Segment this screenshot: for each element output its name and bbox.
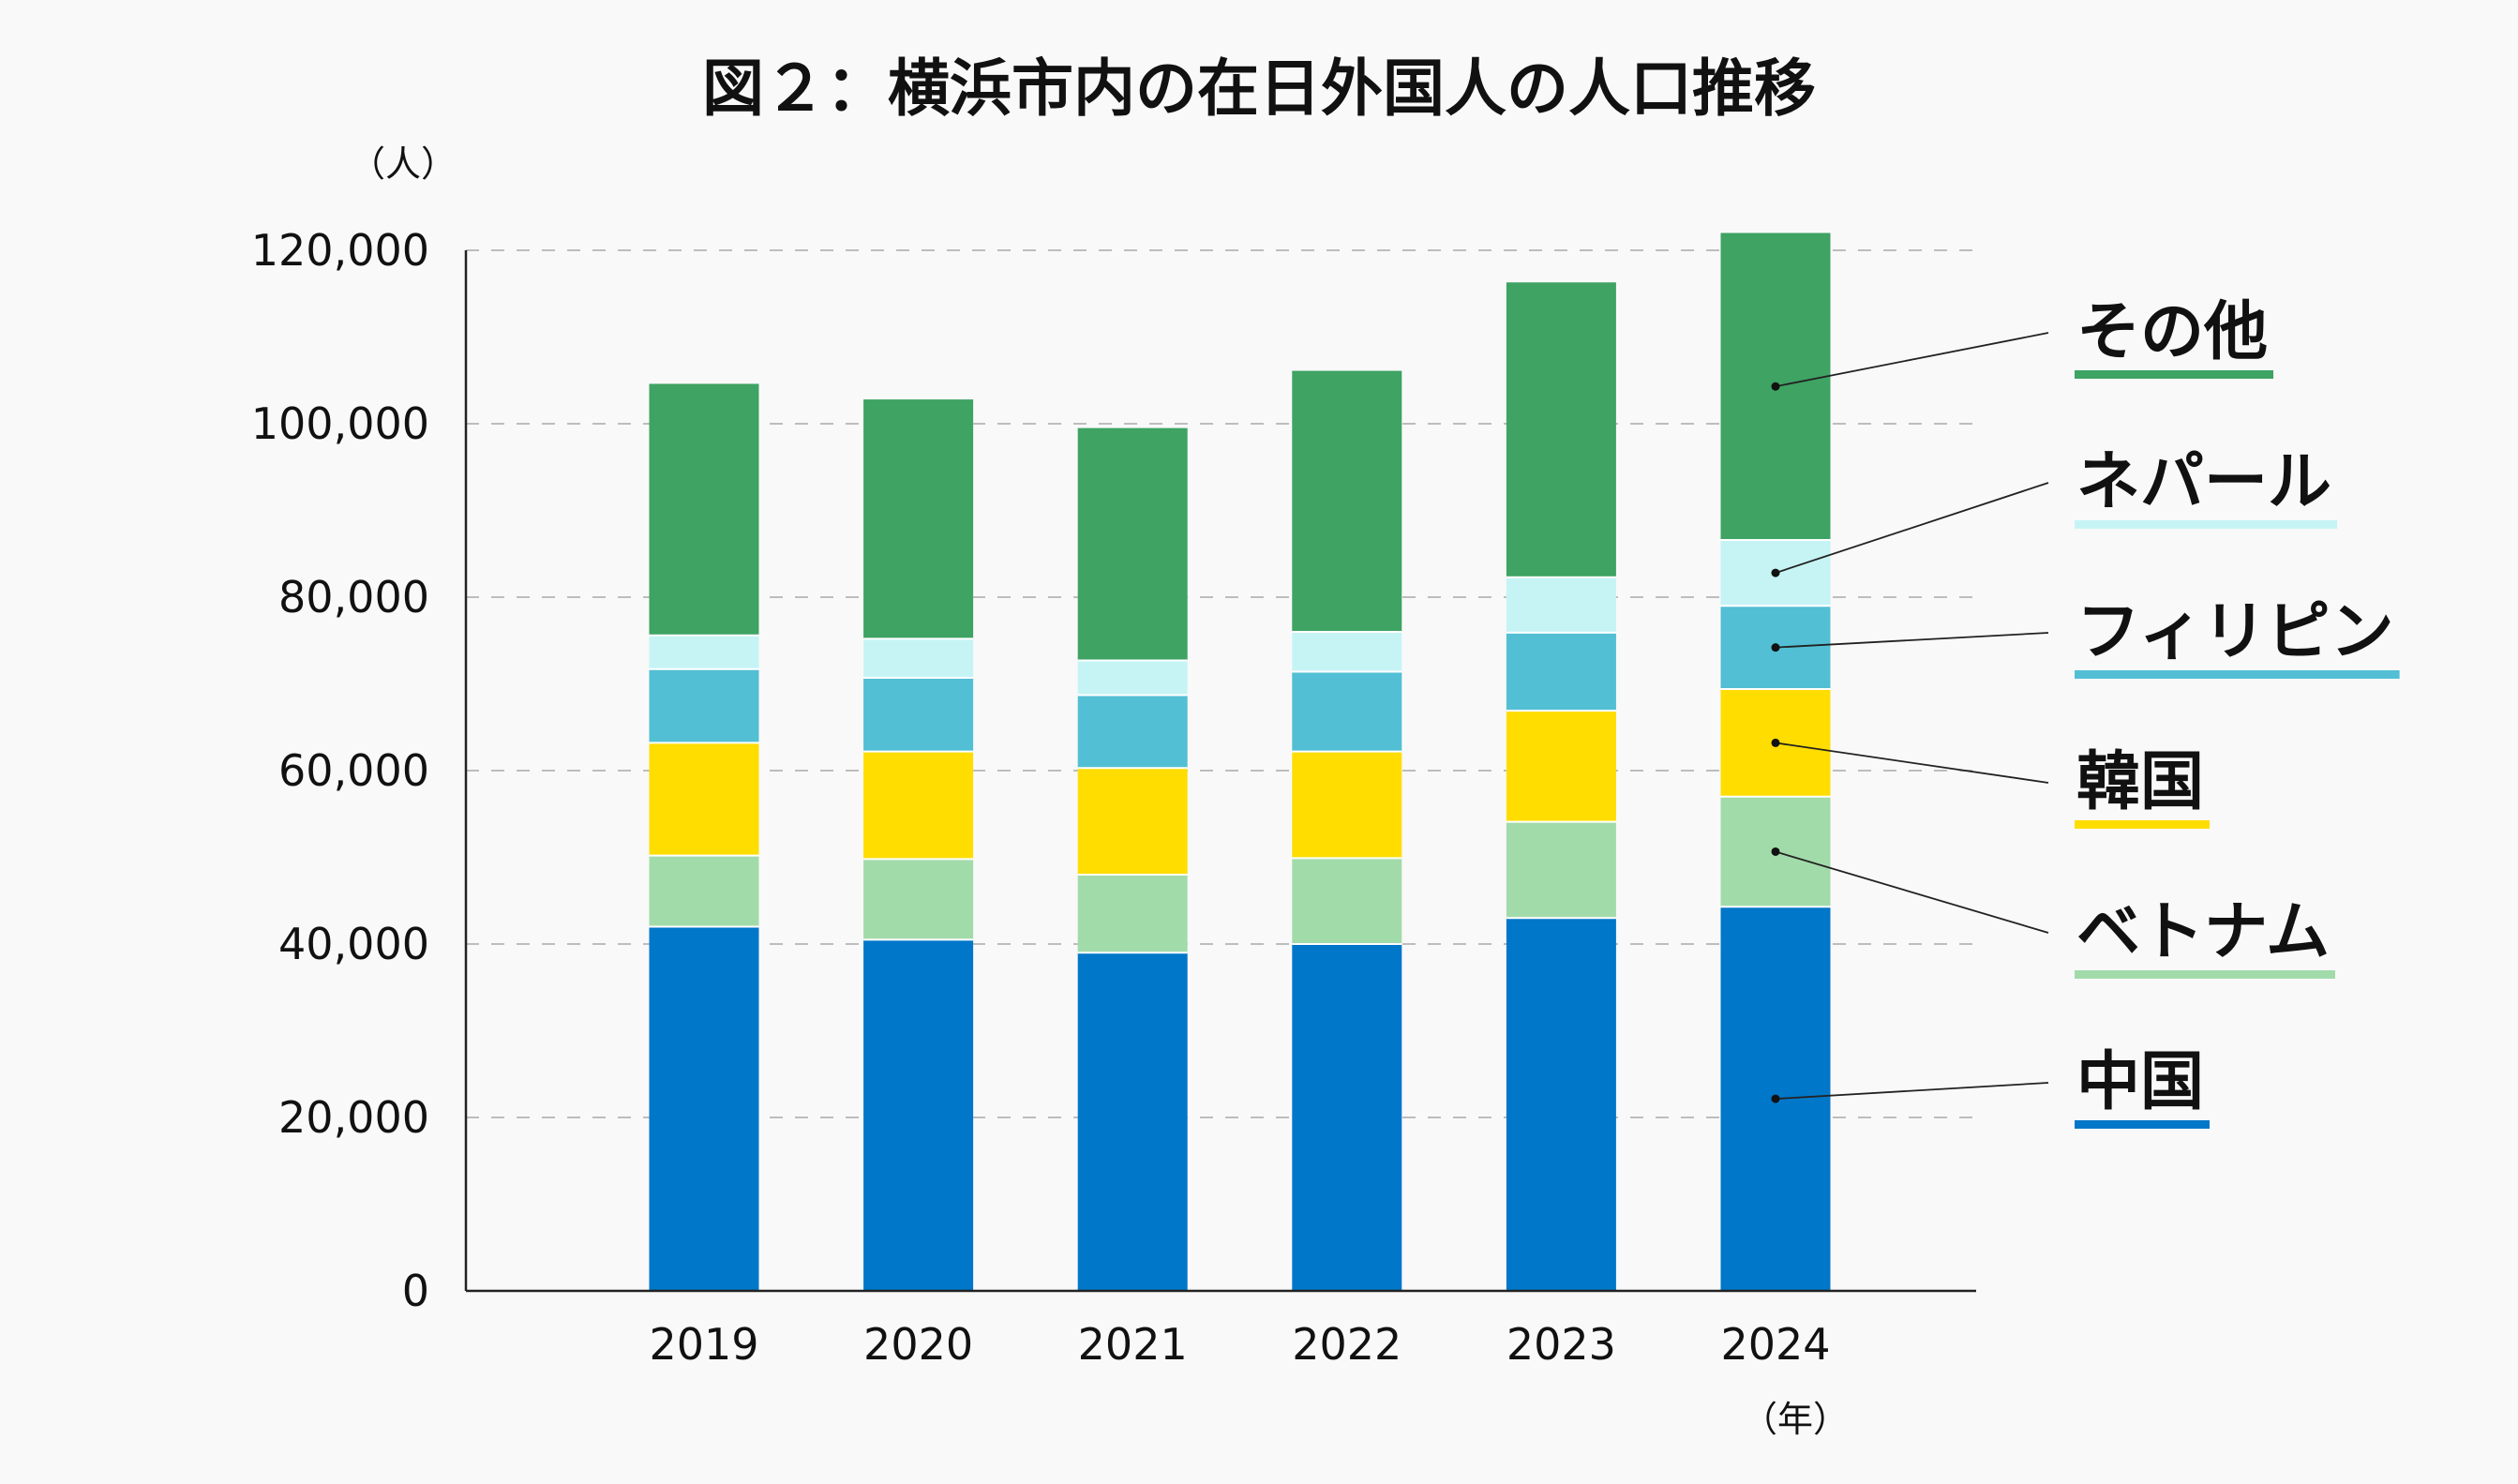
- chart-title: 図２：横浜市内の在日外国人の人口推移: [702, 52, 1816, 125]
- stacked-bars: [649, 232, 1831, 1291]
- legend-label: フィリピン: [2076, 595, 2394, 669]
- bar-segment: [649, 383, 759, 636]
- bar-segment: [1506, 282, 1616, 577]
- bar-segment: [649, 635, 759, 669]
- legend-leader-dot: [1771, 643, 1780, 652]
- bar-segment: [1292, 944, 1402, 1291]
- y-tick-label: 20,000: [278, 1092, 429, 1143]
- bar-segment: [649, 855, 759, 927]
- bar-segment: [1506, 918, 1616, 1291]
- y-tick-label: 0: [402, 1266, 429, 1316]
- legend-label: ネパール: [2076, 445, 2331, 519]
- bar-segment: [863, 751, 974, 860]
- y-tick-label: 120,000: [251, 225, 429, 276]
- legend-label: ベトナム: [2076, 895, 2330, 969]
- legend-swatch-underline: [2075, 520, 2338, 529]
- legend-label: 中国: [2076, 1045, 2204, 1119]
- x-tick-label: 2019: [649, 1319, 758, 1370]
- bar-segment: [1506, 632, 1616, 712]
- legend-leader-dot: [1771, 738, 1780, 747]
- bar-segment: [863, 678, 974, 752]
- legend-leader-line: [1775, 1082, 2049, 1101]
- y-tick-label: 80,000: [278, 572, 429, 622]
- legend-leader-line: [1775, 332, 2049, 388]
- bar-segment: [1077, 695, 1188, 769]
- bar-segment: [1506, 577, 1616, 633]
- bar-segment: [1506, 711, 1616, 822]
- legend-swatch-underline: [2075, 1120, 2211, 1129]
- bar-segment: [1077, 660, 1188, 696]
- bar-segment: [863, 859, 974, 940]
- bar-segment: [1292, 370, 1402, 632]
- bar-segment: [1077, 768, 1188, 875]
- legend-leader-line: [1775, 850, 2049, 934]
- legend-leader-line: [1775, 742, 2049, 784]
- legend-label: 韓国: [2076, 745, 2204, 819]
- bar-segment: [1292, 671, 1402, 752]
- axes: [464, 250, 1976, 1293]
- bar-segment: [649, 668, 759, 743]
- legend-leader-line: [1775, 482, 2049, 574]
- legend-leader-line: [1775, 632, 2049, 649]
- bar-segment: [649, 742, 759, 856]
- bar-segment: [863, 638, 974, 679]
- legend-leader-dot: [1771, 1094, 1780, 1103]
- legend-swatch-underline: [2075, 970, 2335, 979]
- bar-segment: [863, 939, 974, 1291]
- bar-segment: [1077, 427, 1188, 661]
- bar-segment: [1292, 751, 1402, 859]
- tick-labels: 0 20,000 40,000 60,000 80,000 100,000 120,000 2…: [251, 225, 1831, 1370]
- bar-segment: [1077, 875, 1188, 953]
- bar-segment: [1292, 632, 1402, 672]
- y-tick-label: 40,000: [278, 919, 429, 969]
- x-tick-label: 2023: [1506, 1319, 1616, 1370]
- legend-swatch-underline: [2075, 820, 2211, 829]
- bar-segment: [1077, 952, 1188, 1291]
- x-tick-label: 2020: [863, 1319, 973, 1370]
- x-axis-unit-label: （年）: [1742, 1399, 1849, 1440]
- legend-leader-dot: [1771, 847, 1780, 856]
- x-tick-label: 2021: [1078, 1319, 1188, 1370]
- legend-leader-dot: [1771, 568, 1780, 577]
- y-axis-unit-label: （人）: [350, 143, 457, 185]
- legend-leader-dot: [1771, 382, 1780, 391]
- bar-segment: [1292, 858, 1402, 944]
- legend-swatch-underline: [2075, 670, 2400, 679]
- bar-segment: [863, 399, 974, 639]
- x-tick-label: 2024: [1720, 1319, 1830, 1370]
- y-tick-label: 100,000: [251, 398, 429, 449]
- legend-label: その他: [2076, 295, 2268, 369]
- bar-segment: [1506, 821, 1616, 919]
- bar-segment: [649, 926, 759, 1291]
- legend-swatch-underline: [2075, 370, 2274, 379]
- y-tick-label: 60,000: [278, 745, 429, 796]
- x-tick-label: 2022: [1292, 1319, 1401, 1370]
